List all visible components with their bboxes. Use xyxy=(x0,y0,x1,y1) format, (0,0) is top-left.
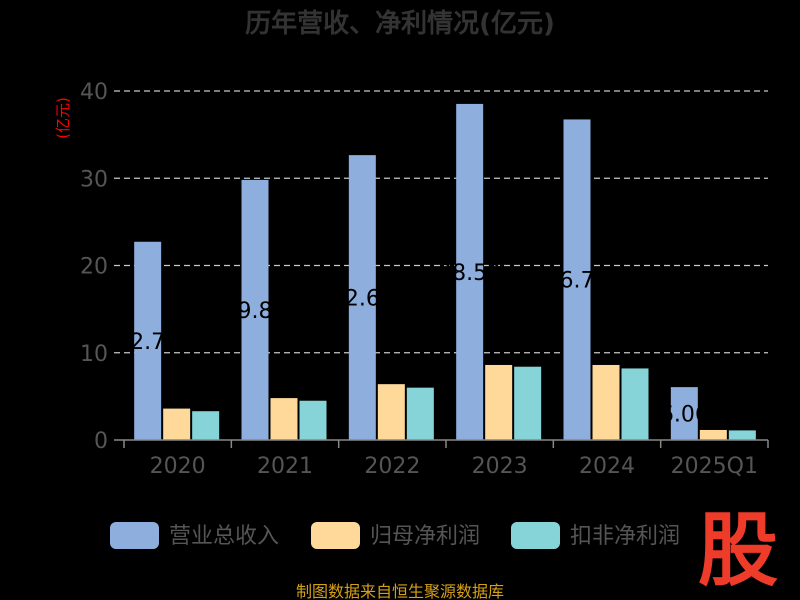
source-note: 制图数据来自恒生聚源数据库 xyxy=(296,582,504,600)
bar xyxy=(563,119,591,441)
x-tick-label: 2024 xyxy=(579,454,635,479)
legend-label: 营业总收入 xyxy=(169,524,279,549)
data-labels: 22.72 29.81 32.65 38.52 36.74 6.06 xyxy=(116,261,709,428)
axes: 0 10 20 30 40 2020 2021 2022 2023 2024 2025Q1 xyxy=(80,80,769,479)
legend-label: 扣非净利润 xyxy=(570,524,680,549)
x-tick-label: 2020 xyxy=(150,454,206,479)
bar xyxy=(406,387,434,440)
bar xyxy=(514,366,542,440)
bar xyxy=(348,155,376,440)
bar xyxy=(485,364,513,440)
x-tick-label: 2021 xyxy=(257,454,313,479)
x-tick-label: 2025Q1 xyxy=(671,454,758,479)
data-label: 6.06 xyxy=(660,403,709,428)
legend-swatch xyxy=(511,522,560,549)
bar xyxy=(592,364,620,440)
bar xyxy=(241,179,269,440)
bar xyxy=(299,400,327,440)
data-label: 32.65 xyxy=(331,287,394,312)
bar xyxy=(670,387,698,440)
bar xyxy=(456,103,484,441)
y-tick-label: 30 xyxy=(80,167,108,192)
brand-watermark: 股 xyxy=(698,504,778,597)
x-tick-label: 2022 xyxy=(364,454,420,479)
y-tick-label: 40 xyxy=(80,80,108,105)
y-axis-label: (亿元) xyxy=(54,97,72,139)
data-label: 36.74 xyxy=(546,269,609,294)
bars xyxy=(134,103,756,441)
bar xyxy=(621,368,649,440)
bar xyxy=(163,408,191,440)
bar xyxy=(699,429,727,440)
bar xyxy=(377,384,405,440)
bar xyxy=(270,398,298,440)
data-label: 22.72 xyxy=(116,330,179,355)
legend: 营业总收入 归母净利润 扣非净利润 xyxy=(110,522,680,549)
data-label: 29.81 xyxy=(224,299,287,324)
legend-label: 归母净利润 xyxy=(370,524,480,549)
legend-swatch xyxy=(311,522,360,549)
data-label: 38.52 xyxy=(438,261,501,286)
chart-title: 历年营收、净利情况(亿元) xyxy=(245,8,555,39)
x-tick-label: 2023 xyxy=(472,454,528,479)
y-tick-label: 10 xyxy=(80,342,108,367)
grid-lines xyxy=(114,90,768,354)
bar xyxy=(192,411,220,440)
legend-swatch xyxy=(110,522,159,549)
bar xyxy=(134,241,162,440)
y-tick-label: 0 xyxy=(94,429,108,454)
bar xyxy=(728,430,756,440)
y-tick-label: 20 xyxy=(80,255,108,280)
